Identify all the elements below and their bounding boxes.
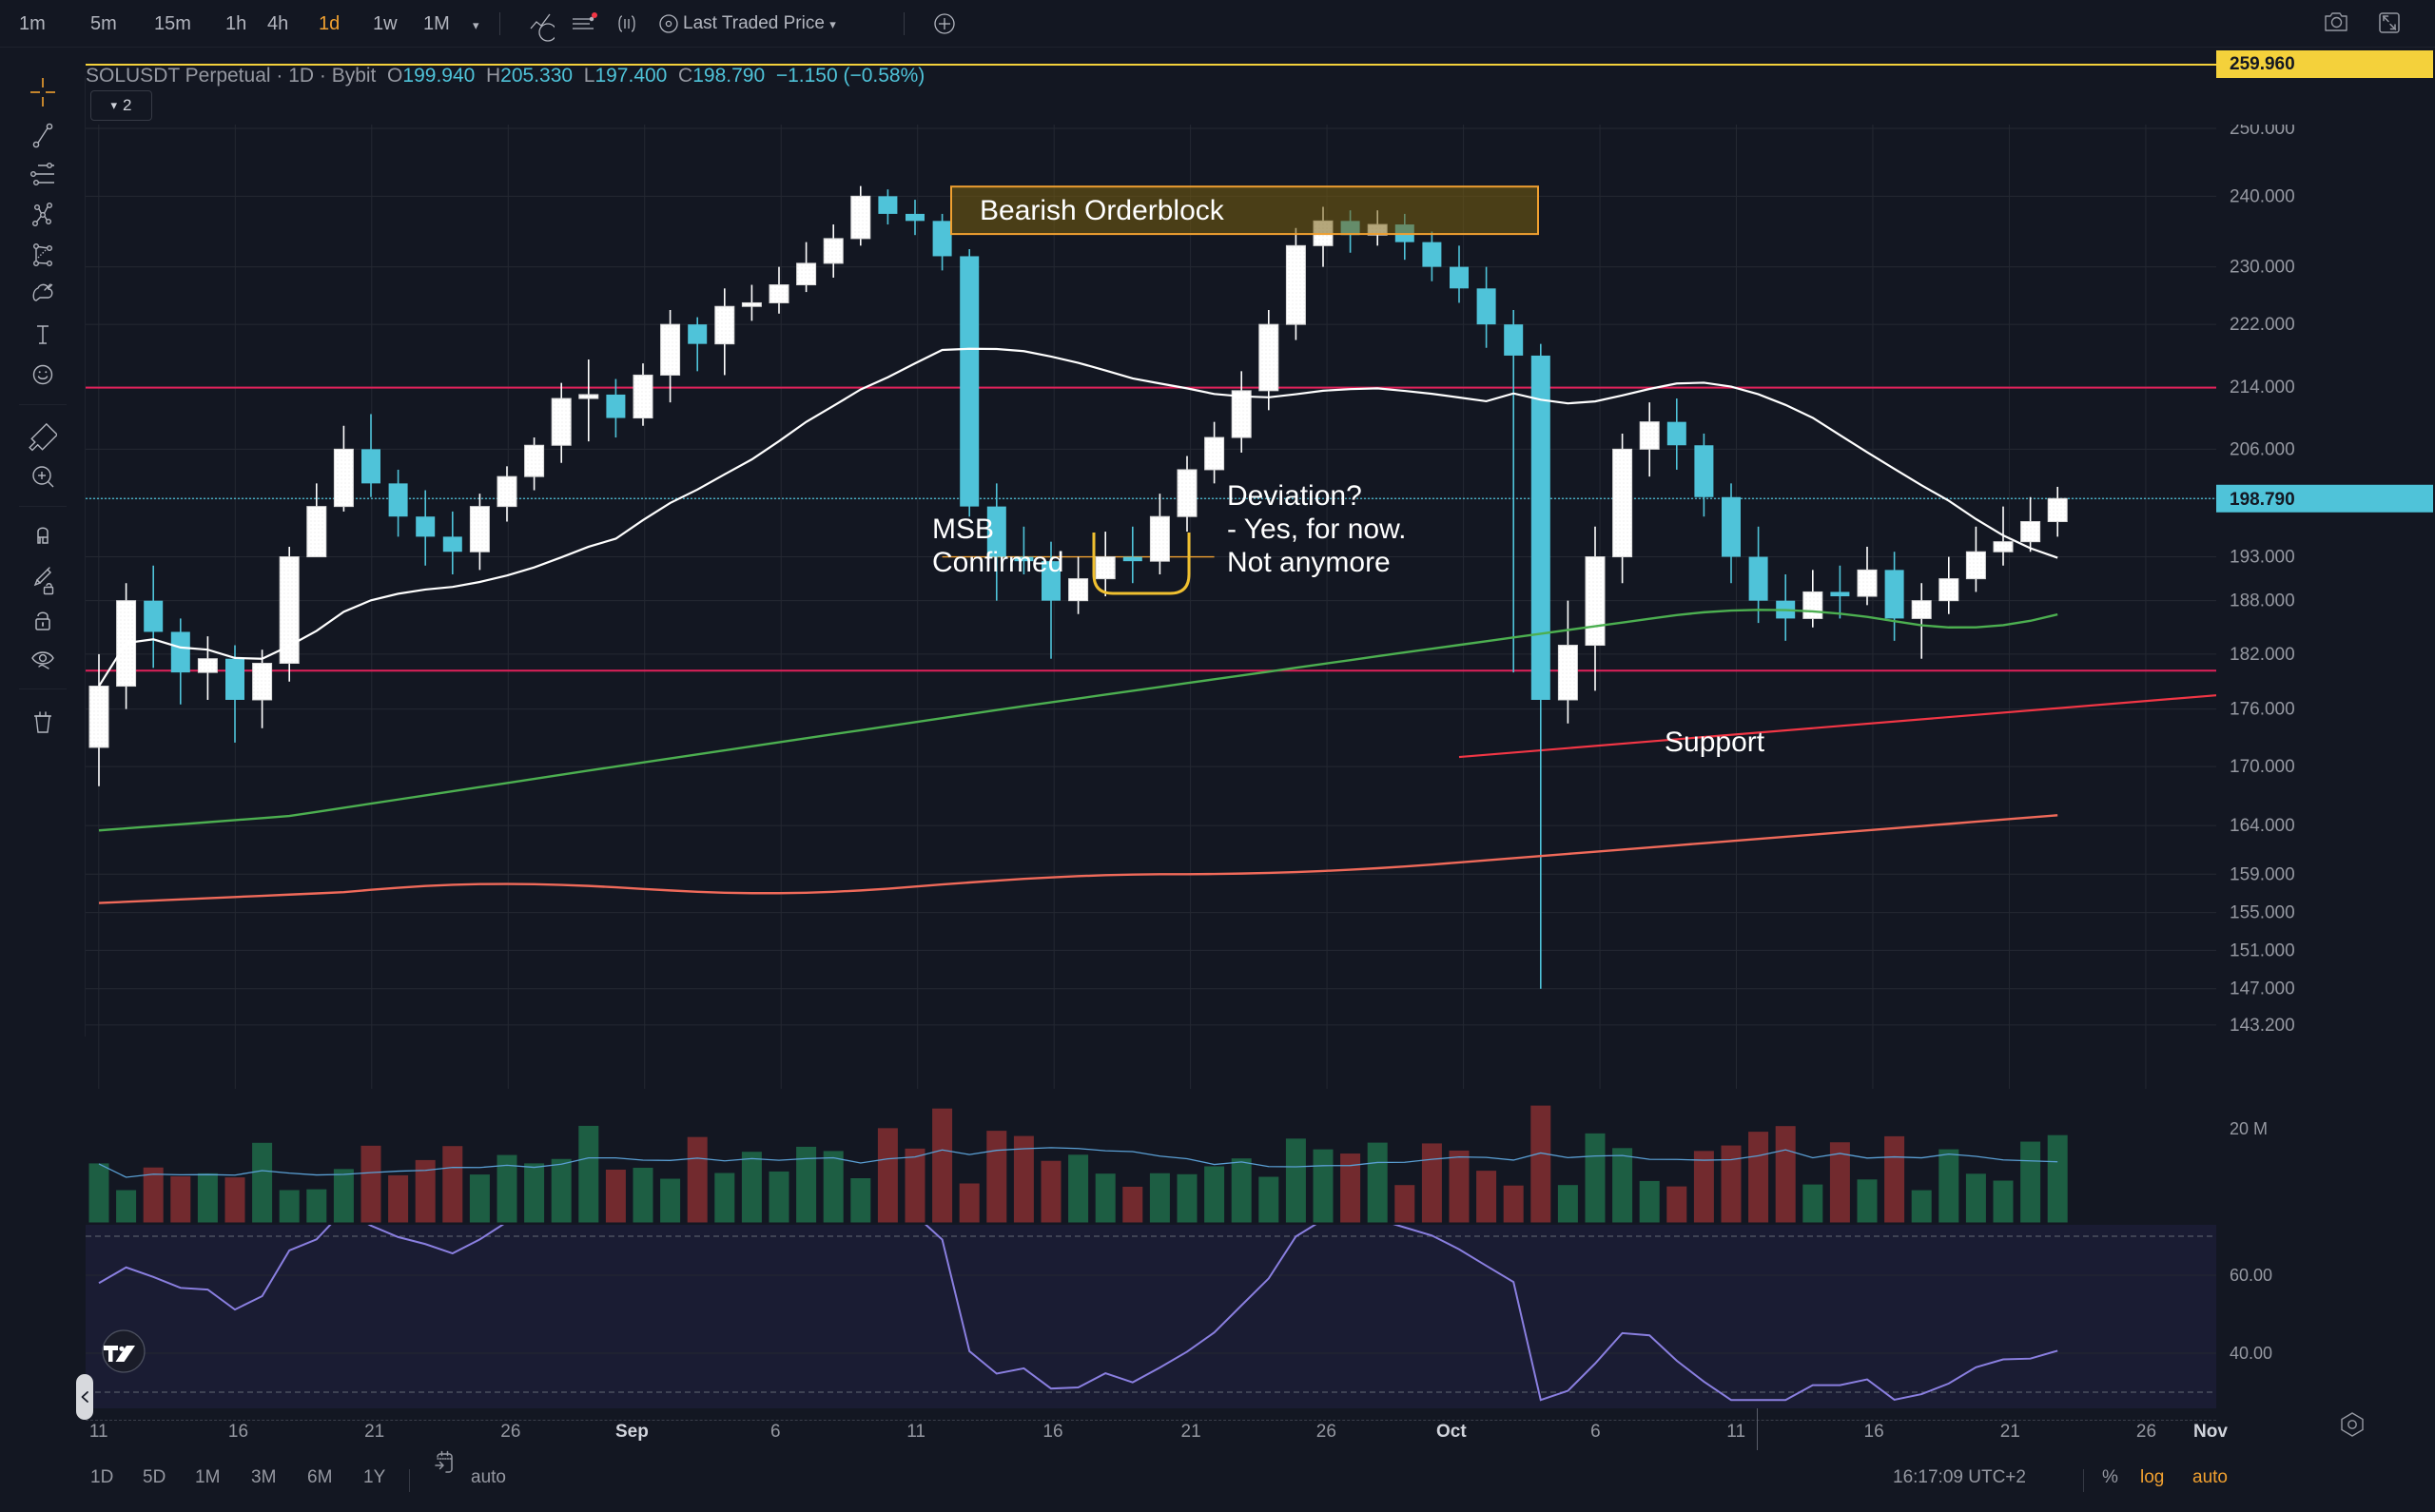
svg-text:164.000: 164.000 [2230,816,2295,836]
svg-text:40.00: 40.00 [2230,1344,2272,1363]
svg-text:147.000: 147.000 [2230,979,2295,999]
svg-text:206.000: 206.000 [2230,439,2295,459]
svg-text:222.000: 222.000 [2230,315,2295,335]
svg-text:159.000: 159.000 [2230,864,2295,884]
svg-text:198.790: 198.790 [2230,490,2295,510]
svg-text:Confirmed: Confirmed [932,547,1063,578]
svg-text:214.000: 214.000 [2230,378,2295,397]
svg-text:250.000: 250.000 [2230,125,2295,139]
svg-text:Deviation?: Deviation? [1227,480,1362,512]
svg-text:151.000: 151.000 [2230,940,2295,960]
svg-text:182.000: 182.000 [2230,645,2295,665]
svg-text:Bearish Orderblock: Bearish Orderblock [980,195,1225,226]
svg-text:Support: Support [1665,727,1765,758]
svg-text:60.00: 60.00 [2230,1266,2272,1285]
svg-text:MSB: MSB [932,514,994,545]
svg-text:193.000: 193.000 [2230,548,2295,568]
svg-text:20 M: 20 M [2230,1119,2268,1138]
svg-text:155.000: 155.000 [2230,903,2295,923]
svg-text:143.200: 143.200 [2230,1016,2295,1036]
svg-text:176.000: 176.000 [2230,700,2295,720]
svg-text:170.000: 170.000 [2230,757,2295,777]
svg-text:Not anymore: Not anymore [1227,547,1391,578]
svg-text:240.000: 240.000 [2230,186,2295,206]
svg-text:188.000: 188.000 [2230,591,2295,611]
svg-text:- Yes, for now.: - Yes, for now. [1227,514,1406,545]
svg-text:230.000: 230.000 [2230,258,2295,278]
